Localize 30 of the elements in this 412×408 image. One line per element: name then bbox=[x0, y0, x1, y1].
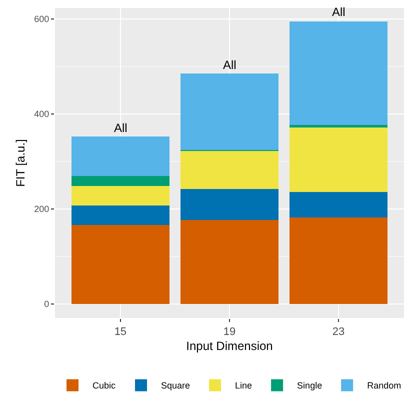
bar bbox=[180, 150, 279, 189]
bar bbox=[71, 186, 170, 206]
annotation: All bbox=[223, 58, 236, 72]
bar bbox=[71, 136, 170, 176]
x-tick-label: 15 bbox=[114, 326, 127, 338]
legend-label: Single bbox=[297, 380, 322, 391]
y-tick-label: 600 bbox=[34, 14, 50, 24]
bar bbox=[289, 217, 388, 304]
x-axis-title: Input Dimension bbox=[186, 339, 273, 354]
legend-label: Random bbox=[367, 380, 402, 391]
bar bbox=[71, 205, 170, 225]
y-tick-label: 0 bbox=[44, 298, 50, 309]
bar bbox=[71, 176, 170, 186]
bar bbox=[180, 74, 279, 150]
bar bbox=[180, 220, 279, 304]
legend-label: Cubic bbox=[92, 380, 116, 391]
y-tick-label: 200 bbox=[34, 204, 50, 214]
legend-label: Square bbox=[161, 380, 190, 391]
x-tick-label: 19 bbox=[223, 326, 236, 338]
bar bbox=[289, 21, 388, 125]
annotation: All bbox=[114, 121, 128, 135]
annotation: All bbox=[332, 5, 346, 19]
x-tick-label: 23 bbox=[332, 326, 345, 338]
bar bbox=[289, 128, 388, 192]
bar bbox=[289, 192, 388, 218]
y-axis-title: FIT [a.u.] bbox=[13, 139, 28, 187]
y-tick-label: 400 bbox=[34, 109, 50, 120]
bar bbox=[71, 224, 170, 304]
legend-label: Line bbox=[235, 380, 252, 391]
bar bbox=[180, 188, 279, 220]
